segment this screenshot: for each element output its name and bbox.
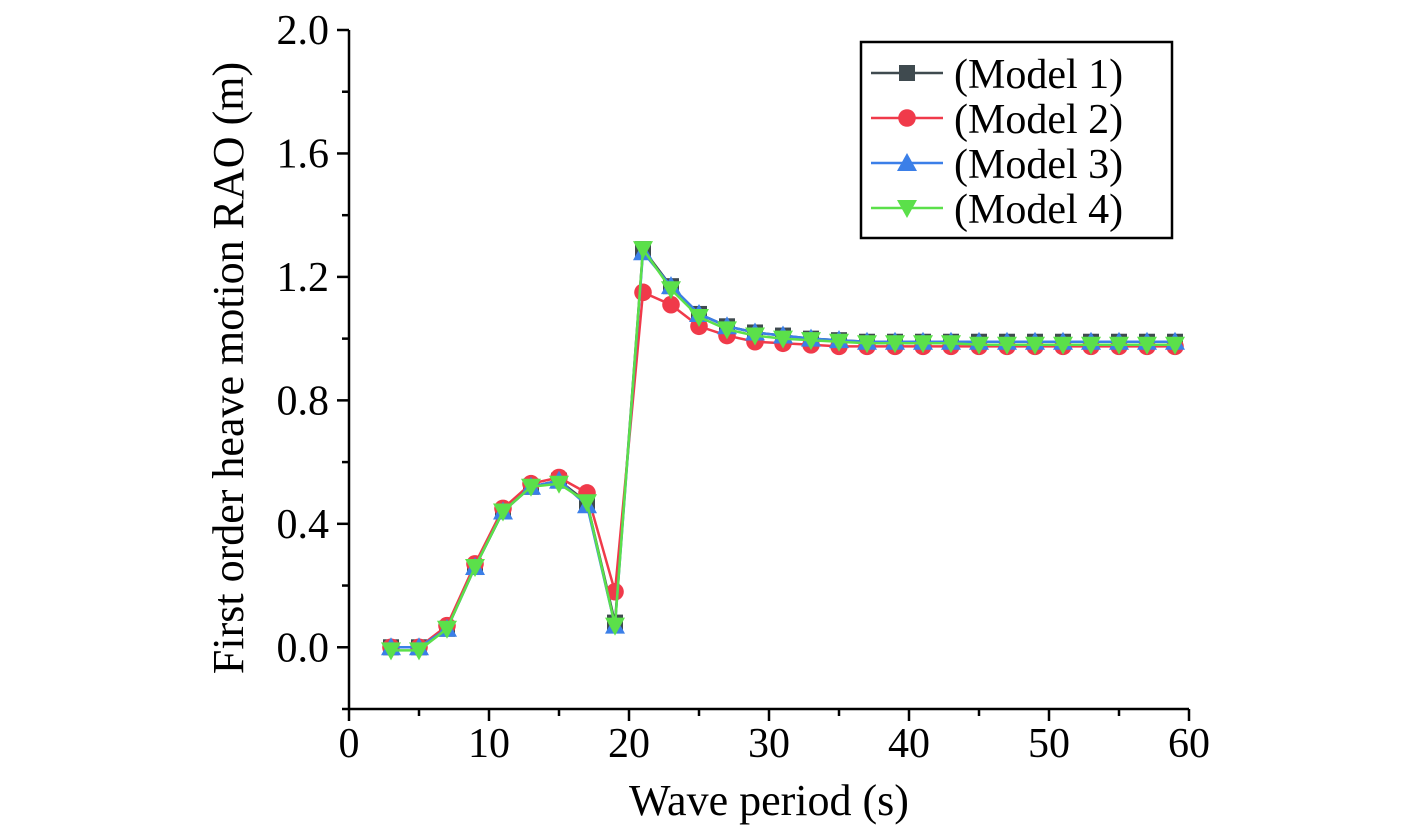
- data-point: [745, 327, 765, 346]
- data-point: [717, 321, 737, 340]
- data-point: [662, 295, 680, 314]
- data-point: [689, 309, 709, 328]
- legend-marker: [898, 109, 916, 127]
- legend-marker: [897, 200, 917, 218]
- data-point: [1053, 336, 1073, 355]
- series-line: [391, 249, 1175, 649]
- data-point: [521, 478, 541, 497]
- x-tick-label: 30: [748, 721, 790, 767]
- legend-marker: [899, 65, 915, 81]
- x-tick-label: 20: [608, 721, 650, 767]
- legend-label: (Model 1): [954, 52, 1123, 98]
- data-point: [773, 330, 793, 349]
- data-point: [493, 503, 513, 522]
- axes: 0 10 20 30 40 50 60 0.0 0.4 0.8 1.2 1.6 2.0: [277, 8, 1211, 767]
- data-point: [1137, 336, 1157, 355]
- legend-label: (Model 4): [954, 187, 1123, 233]
- data-point: [885, 335, 905, 354]
- series-line: [391, 245, 1175, 652]
- x-tick-label: 60: [1168, 721, 1210, 767]
- data-point: [1081, 336, 1101, 355]
- legend-item: (Model 4): [871, 187, 1123, 233]
- data-point: [857, 335, 877, 354]
- series-1: [383, 241, 1183, 656]
- data-point: [634, 283, 652, 302]
- x-tick-label: 10: [468, 721, 510, 767]
- y-tick-label: 2.0: [277, 8, 330, 54]
- data-point: [577, 494, 597, 513]
- x-tick-label: 40: [888, 721, 930, 767]
- y-tick-label: 0.4: [277, 502, 330, 548]
- data-point: [381, 642, 401, 661]
- y-tick-label: 1.2: [277, 255, 330, 301]
- data-point: [1165, 336, 1185, 355]
- data-point: [549, 475, 569, 494]
- data-point: [1025, 336, 1045, 355]
- data-point: [941, 335, 961, 354]
- series-line: [391, 245, 1175, 649]
- legend-marker: [897, 153, 917, 171]
- data-point: [661, 281, 681, 300]
- data-point: [829, 333, 849, 352]
- x-tick-label: 50: [1028, 721, 1070, 767]
- data-point: [633, 241, 653, 260]
- data-point: [913, 335, 933, 354]
- data-point: [409, 642, 429, 661]
- series-3: [381, 242, 1185, 656]
- y-axis-label: First order heave motion RAO (m): [204, 62, 253, 674]
- data-point: [465, 559, 485, 578]
- x-tick-label: 0: [339, 721, 360, 767]
- legend: (Model 1)(Model 2)(Model 3)(Model 4): [859, 40, 1174, 240]
- data-point: [437, 620, 457, 639]
- y-tick-label: 0.8: [277, 378, 330, 424]
- legend-item: (Model 1): [871, 52, 1123, 98]
- data-point: [605, 617, 625, 636]
- data-point: [969, 336, 989, 355]
- legend-item: (Model 2): [871, 97, 1123, 143]
- data-point: [606, 582, 624, 601]
- series-layer: [381, 241, 1185, 661]
- data-point: [801, 332, 821, 351]
- legend-item: (Model 3): [871, 142, 1123, 188]
- data-point: [1109, 336, 1129, 355]
- y-tick-label: 0.0: [277, 625, 330, 671]
- y-tick-label: 1.6: [277, 131, 330, 177]
- data-point: [997, 336, 1017, 355]
- legend-label: (Model 2): [954, 97, 1123, 143]
- series-4: [381, 241, 1185, 661]
- legend-label: (Model 3): [954, 142, 1123, 188]
- x-axis-label: Wave period (s): [629, 776, 909, 825]
